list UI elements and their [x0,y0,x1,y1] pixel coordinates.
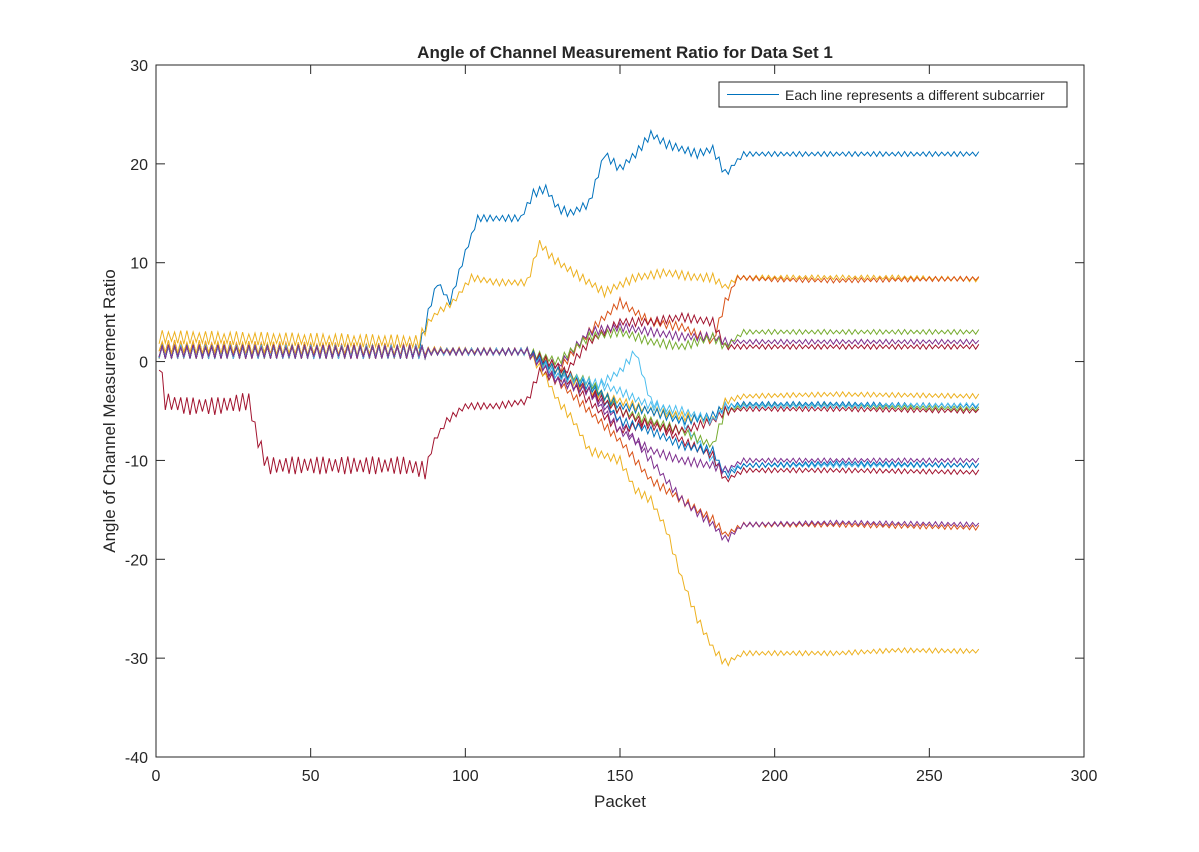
y-tick-label: 30 [130,58,148,75]
series-line [158,240,980,350]
y-axis: -40 -30 -20 -10 0 10 20 30 [125,58,1084,767]
y-tick-label: 20 [130,157,148,174]
y-tick-label: -10 [125,453,148,470]
series-line [158,311,980,480]
y-axis-label: Angle of Channel Measurement Ratio [100,269,119,553]
x-tick-label: 0 [152,768,161,785]
x-axis-label: Packet [594,792,646,811]
x-tick-label: 200 [761,768,788,785]
series-line [158,339,980,667]
x-tick-label: 300 [1071,768,1098,785]
legend-entry: Each line represents a different subcarr… [785,87,1045,103]
plot-area [156,65,1084,757]
x-tick-label: 50 [302,768,320,785]
y-tick-label: -20 [125,552,148,569]
y-tick-label: -40 [125,750,148,767]
y-tick-label: 0 [139,355,148,372]
series-line [158,343,980,475]
y-tick-label: -30 [125,651,148,668]
legend: Each line represents a different subcarr… [718,81,1068,108]
y-tick-label: 10 [130,256,148,273]
x-tick-label: 100 [452,768,479,785]
chart-title: Angle of Channel Measurement Ratio for D… [417,43,833,62]
x-axis: 0 50 100 150 200 250 300 [152,65,1098,785]
series-layer [158,129,980,667]
x-tick-label: 150 [607,768,634,785]
x-tick-label: 250 [916,768,943,785]
